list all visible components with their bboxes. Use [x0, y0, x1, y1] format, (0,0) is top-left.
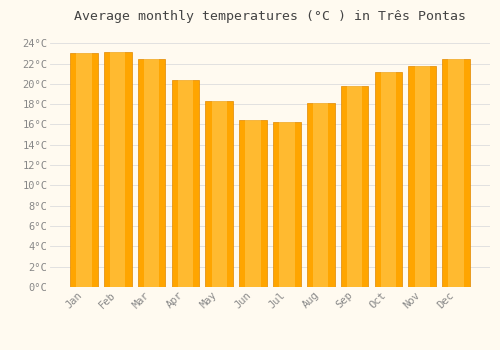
Bar [374, 72, 402, 287]
Bar [138, 60, 166, 287]
Bar [246, 120, 260, 287]
Bar [313, 103, 328, 287]
Bar [448, 60, 464, 287]
Bar [178, 80, 193, 287]
Bar [70, 54, 98, 287]
Bar [347, 86, 362, 287]
Bar [408, 65, 436, 287]
Bar [414, 65, 430, 287]
Bar [212, 101, 227, 287]
Title: Average monthly temperatures (°C ) in Três Pontas: Average monthly temperatures (°C ) in Tr… [74, 10, 466, 23]
Bar [280, 122, 294, 287]
Bar [144, 60, 159, 287]
Bar [381, 72, 396, 287]
Bar [76, 54, 92, 287]
Bar [273, 122, 301, 287]
Bar [206, 101, 233, 287]
Bar [442, 60, 470, 287]
Bar [307, 103, 334, 287]
Bar [110, 52, 126, 287]
Bar [239, 120, 267, 287]
Bar [340, 86, 368, 287]
Bar [172, 80, 200, 287]
Bar [104, 52, 132, 287]
